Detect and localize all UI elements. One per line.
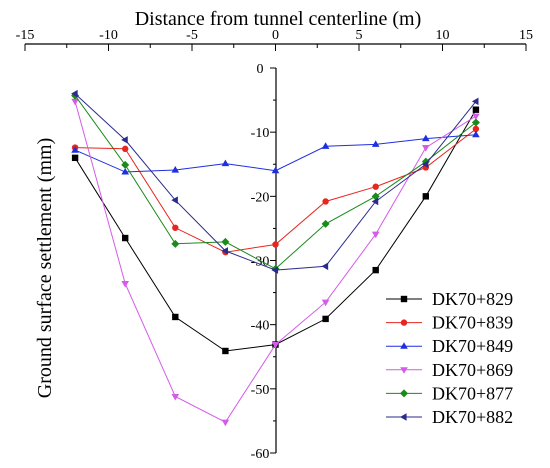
data-point — [122, 234, 129, 242]
data-point — [371, 140, 380, 147]
data-point — [122, 145, 129, 153]
series-DK70+849 — [71, 130, 480, 175]
x-tick-label: 10 — [436, 28, 450, 43]
x-tick-label: 15 — [519, 28, 533, 43]
data-point — [71, 89, 78, 98]
legend-label: DK70+882 — [432, 407, 513, 427]
data-point — [422, 145, 430, 152]
data-point — [221, 159, 230, 167]
y-tick-label: -60 — [251, 447, 270, 462]
data-point — [400, 389, 408, 398]
data-point — [372, 183, 379, 190]
data-point — [472, 113, 480, 121]
data-point — [172, 224, 179, 231]
legend-label: DK70+839 — [432, 313, 513, 333]
data-point — [472, 106, 480, 113]
data-point — [171, 393, 180, 401]
data-point — [71, 98, 79, 106]
y-axis-title: Ground surface settlement (mm) — [34, 138, 56, 398]
x-tick-label: 0 — [272, 28, 279, 43]
data-point — [221, 247, 228, 255]
legend-item: DK70+849 — [386, 336, 513, 356]
legend-label: DK70+877 — [432, 383, 513, 403]
data-point — [371, 231, 380, 239]
series-DK70+882 — [71, 89, 479, 274]
data-point — [321, 262, 329, 271]
data-point — [271, 341, 280, 349]
data-point — [121, 160, 130, 169]
y-tick-label: -20 — [251, 190, 270, 205]
data-point — [171, 239, 180, 248]
legend-label: DK70+849 — [432, 336, 513, 356]
legend-item: DK70+877 — [386, 383, 513, 403]
data-point — [400, 319, 408, 326]
x-axis-title: Distance from tunnel centerline (m) — [135, 8, 422, 30]
data-point — [321, 299, 330, 307]
data-point — [400, 295, 408, 303]
legend-label: DK70+829 — [432, 289, 513, 309]
data-point — [121, 136, 128, 144]
data-point — [471, 97, 479, 106]
data-point — [272, 241, 279, 248]
legend-item: DK70+869 — [386, 360, 513, 380]
data-point — [372, 266, 379, 274]
y-tick-label: 0 — [257, 62, 264, 77]
data-point — [172, 313, 179, 321]
axes: -15 -10 -5 0 5 10 150-10-20-30-40-50-60 — [16, 28, 533, 462]
data-point — [121, 167, 129, 175]
legend-label: DK70+869 — [432, 360, 513, 380]
y-tick-label: -50 — [251, 383, 270, 398]
legend-item: DK70+829 — [386, 289, 513, 309]
data-point — [71, 146, 79, 153]
data-point — [321, 219, 330, 228]
series-layer — [71, 89, 480, 427]
y-tick-label: -10 — [251, 126, 270, 141]
data-point — [421, 160, 429, 169]
y-tick-label: -40 — [251, 319, 270, 334]
data-point — [221, 237, 230, 246]
data-point — [471, 118, 480, 127]
data-point — [222, 347, 229, 355]
data-point — [472, 125, 480, 133]
data-point — [322, 198, 329, 205]
x-tick-label: 5 — [356, 28, 363, 43]
data-point — [121, 281, 129, 288]
data-point — [322, 315, 329, 323]
x-tick-label: -5 — [186, 28, 198, 43]
data-point — [171, 166, 180, 173]
legend-item: DK70+839 — [386, 313, 513, 333]
data-point — [422, 134, 430, 142]
x-tick-label: -10 — [99, 28, 118, 43]
data-point — [400, 413, 407, 421]
data-point — [271, 266, 279, 274]
data-point — [422, 193, 429, 200]
data-point — [271, 166, 280, 174]
data-point — [321, 142, 330, 149]
legend-item: DK70+882 — [386, 407, 513, 427]
data-point — [171, 196, 178, 204]
data-point — [400, 367, 408, 374]
data-point — [472, 130, 480, 138]
data-point — [71, 154, 79, 162]
x-tick-label: -15 — [16, 28, 35, 43]
legend: DK70+829 DK70+839 DK70+849 DK70+869 DK70+877… — [386, 289, 513, 427]
data-point — [221, 419, 230, 427]
data-point — [400, 342, 408, 349]
data-point — [371, 197, 379, 206]
